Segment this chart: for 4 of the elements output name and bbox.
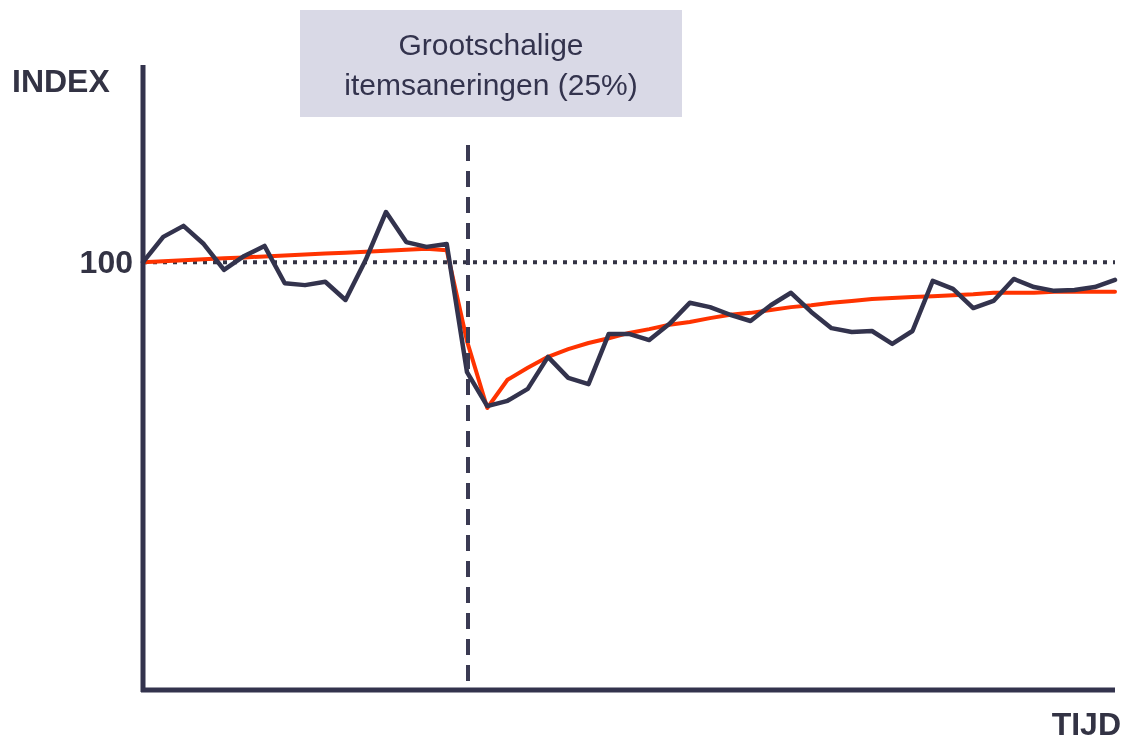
y-axis-title: INDEX [12,63,111,99]
text: 100 [79,244,133,281]
text: Grootschalige itemsaneringen (25%) [344,28,638,101]
x-axis-title: TIJD [1051,706,1121,742]
